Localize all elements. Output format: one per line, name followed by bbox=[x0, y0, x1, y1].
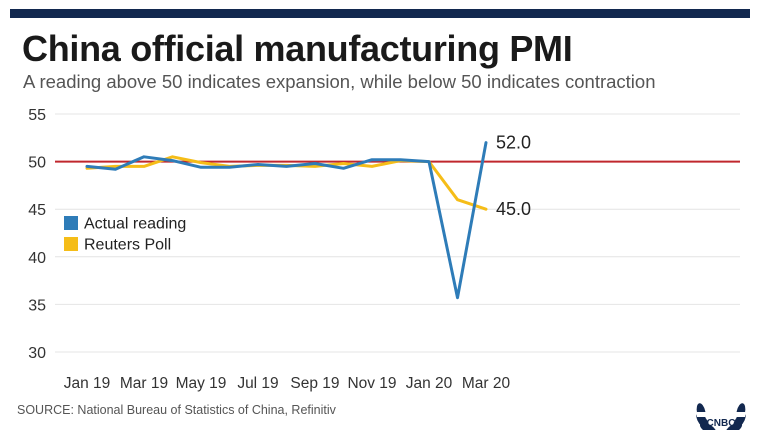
y-tick-label: 50 bbox=[28, 155, 46, 172]
series-layer bbox=[85, 141, 488, 300]
x-tick-label: Nov 19 bbox=[347, 375, 396, 392]
x-tick-label: May 19 bbox=[176, 375, 227, 392]
y-tick-label: 40 bbox=[28, 250, 46, 267]
header-bar bbox=[10, 9, 750, 18]
end-labels: 52.0 45.0 bbox=[496, 133, 531, 220]
x-tick-label: Jul 19 bbox=[237, 375, 278, 392]
end-label-poll: 45.0 bbox=[496, 199, 531, 219]
x-tick-label: Jan 19 bbox=[64, 375, 111, 392]
x-tick-label: Sep 19 bbox=[290, 375, 339, 392]
x-tick-label: Mar 20 bbox=[462, 375, 511, 392]
x-tick-label: Jan 20 bbox=[406, 375, 453, 392]
legend-label: Actual reading bbox=[84, 216, 186, 233]
legend-label: Reuters Poll bbox=[84, 237, 171, 254]
source-note: SOURCE: National Bureau of Statistics of… bbox=[17, 403, 336, 417]
end-label-actual: 52.0 bbox=[496, 133, 531, 153]
y-tick-label: 35 bbox=[28, 297, 46, 314]
cnbc-wordmark: CNBC bbox=[707, 418, 736, 429]
x-tick-label: Mar 19 bbox=[120, 375, 168, 392]
legend-swatch bbox=[64, 216, 78, 230]
cnbc-peacock-logo: CNBC bbox=[696, 403, 746, 430]
series-line-actual bbox=[85, 141, 488, 300]
y-tick-label: 30 bbox=[28, 345, 46, 362]
y-axis-ticks: 30 35 40 45 50 55 bbox=[28, 107, 46, 362]
chart-subtitle: A reading above 50 indicates expansion, … bbox=[23, 71, 656, 92]
legend-swatch bbox=[64, 237, 78, 251]
gridlines bbox=[55, 113, 740, 353]
legend: Actual reading Reuters Poll bbox=[64, 216, 186, 254]
y-tick-label: 55 bbox=[28, 107, 46, 124]
y-tick-label: 45 bbox=[28, 202, 46, 219]
x-axis-ticks: Jan 19 Mar 19 May 19 Jul 19 Sep 19 Nov 19 Jan … bbox=[64, 375, 511, 392]
chart-title: China official manufacturing PMI bbox=[22, 28, 573, 69]
peacock-icon bbox=[696, 403, 746, 430]
pmi-line-chart: 30 35 40 45 50 55 Jan 19 Mar 19 May 19 Jul 19 Sep… bbox=[28, 107, 740, 392]
